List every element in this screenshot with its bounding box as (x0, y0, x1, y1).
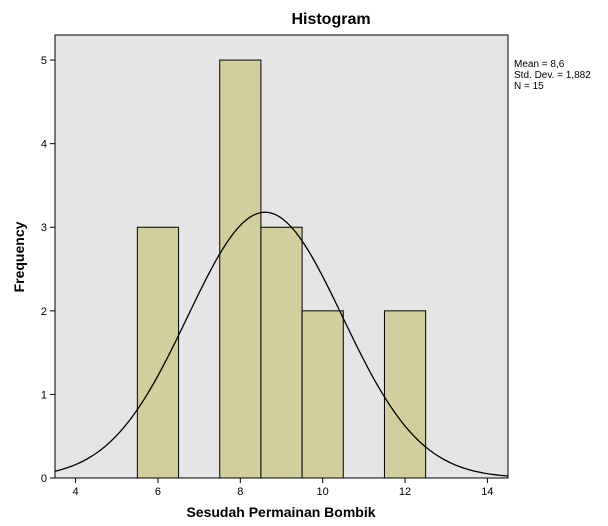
bars-layer (136, 59, 427, 479)
normal-curve (54, 211, 509, 477)
x-ticks-layer: 4 6 8 10 12 14 (73, 478, 494, 498)
y-tick-label: 5 (41, 55, 47, 67)
y-ticks-layer: 0 1 2 3 4 5 (41, 55, 55, 485)
stats-mean: Mean = 8,6 (514, 59, 565, 70)
x-tick-label: 6 (155, 486, 161, 498)
y-tick-label: 2 (41, 306, 47, 318)
x-tick-label: 8 (237, 486, 243, 498)
stats-std-dev: Std. Dev. = 1,882 (514, 70, 591, 81)
y-axis-label: Frequency (11, 221, 27, 292)
histogram-bar-2 (219, 59, 262, 479)
x-axis-label: Sesudah Permainan Bombik (186, 504, 375, 520)
x-tick-label: 4 (73, 486, 79, 498)
histogram-bar-4 (301, 310, 344, 479)
axes-layer (54, 35, 508, 479)
normal-curve-layer (54, 211, 509, 477)
stats-n: N = 15 (514, 81, 544, 92)
y-tick-label: 4 (41, 139, 47, 151)
y-tick-label: 0 (41, 473, 47, 485)
histogram-bar-1 (136, 226, 180, 479)
x-tick-label: 12 (399, 486, 411, 498)
chart-title: Histogram (291, 11, 370, 28)
x-tick-label: 14 (481, 486, 493, 498)
histogram-bar-3 (260, 226, 303, 479)
histogram-bar-5 (383, 310, 427, 479)
y-tick-label: 1 (41, 389, 47, 401)
x-tick-label: 10 (317, 486, 329, 498)
stats-box: Mean = 8,6 Std. Dev. = 1,882 N = 15 (514, 59, 591, 92)
y-tick-label: 3 (41, 222, 47, 234)
